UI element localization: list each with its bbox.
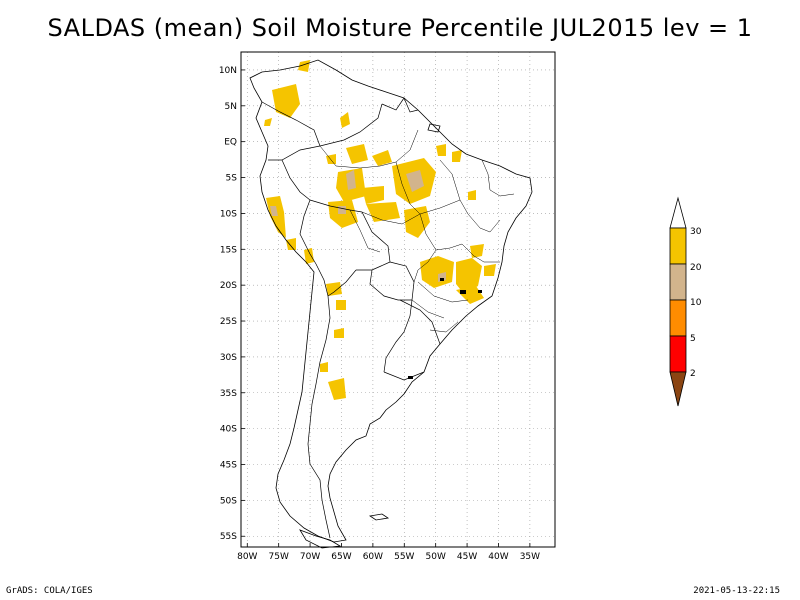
lat-tick-label: 45S — [220, 461, 237, 471]
legend-label-20: 20 — [690, 263, 702, 273]
coastline — [249, 59, 533, 549]
lon-tick-label: 70W — [300, 552, 320, 562]
lat-tick-label: EQ — [224, 138, 237, 148]
lon-tick-label: 55W — [394, 552, 414, 562]
lat-tick-label: 15S — [220, 245, 237, 255]
country-borders — [261, 97, 441, 539]
lon-tick-label: 40W — [488, 552, 508, 562]
state-borders — [319, 129, 515, 333]
lon-tick-label: 35W — [520, 552, 540, 562]
map-frame — [240, 51, 556, 548]
lon-tick-label: 80W — [237, 552, 257, 562]
legend-label-5: 5 — [690, 334, 696, 344]
lat-tick-label: 40S — [220, 425, 237, 435]
lon-tick-label: 50W — [426, 552, 446, 562]
south-america-outline — [249, 59, 533, 543]
longitude-labels: 80W 75W 70W 65W 60W 55W 50W 45W 40W 35W — [237, 543, 540, 562]
footer-credit: GrADS: COLA/IGES — [6, 586, 93, 596]
lat-tick-label: 10S — [220, 209, 237, 219]
footer-timestamp: 2021-05-13-22:15 — [693, 586, 780, 596]
lon-tick-label: 45W — [457, 552, 477, 562]
falklands — [368, 513, 390, 521]
lat-tick-label: 25S — [220, 317, 237, 327]
lon-tick-label: 75W — [269, 552, 289, 562]
legend-box-10-20 — [669, 263, 687, 301]
lat-tick-label: 5N — [225, 102, 237, 112]
legend-box-20-30 — [669, 227, 687, 265]
lat-tick-label: 35S — [220, 389, 237, 399]
graticule — [241, 52, 555, 547]
lat-tick-label: 55S — [220, 532, 237, 542]
lon-tick-label: 60W — [363, 552, 383, 562]
lat-tick-label: 20S — [220, 281, 237, 291]
dry-spots — [408, 278, 482, 379]
latitude-labels: 10N 5N EQ 5S 10S 15S 20S 25S 30S 35S 40S 45S 50S 55S — [219, 66, 245, 542]
lat-tick-label: 30S — [220, 353, 237, 363]
legend-label-30: 30 — [690, 227, 702, 237]
legend-label-10: 10 — [690, 298, 702, 308]
lat-tick-label: 5S — [226, 174, 238, 184]
tierra-del-fuego — [299, 529, 342, 549]
color-legend: 30 20 10 5 2 — [669, 196, 702, 407]
lat-tick-label: 50S — [220, 496, 237, 506]
legend-box-5-10 — [669, 299, 687, 337]
lat-tick-label: 10N — [219, 66, 237, 76]
legend-bottom-arrow — [669, 371, 687, 407]
legend-top-arrow — [669, 196, 687, 229]
lon-tick-label: 65W — [331, 552, 351, 562]
legend-label-2: 2 — [690, 369, 696, 379]
legend-box-2-5 — [669, 335, 687, 373]
marajo-island — [427, 123, 441, 133]
map-title: SALDAS (mean) Soil Moisture Percentile J… — [47, 14, 753, 42]
